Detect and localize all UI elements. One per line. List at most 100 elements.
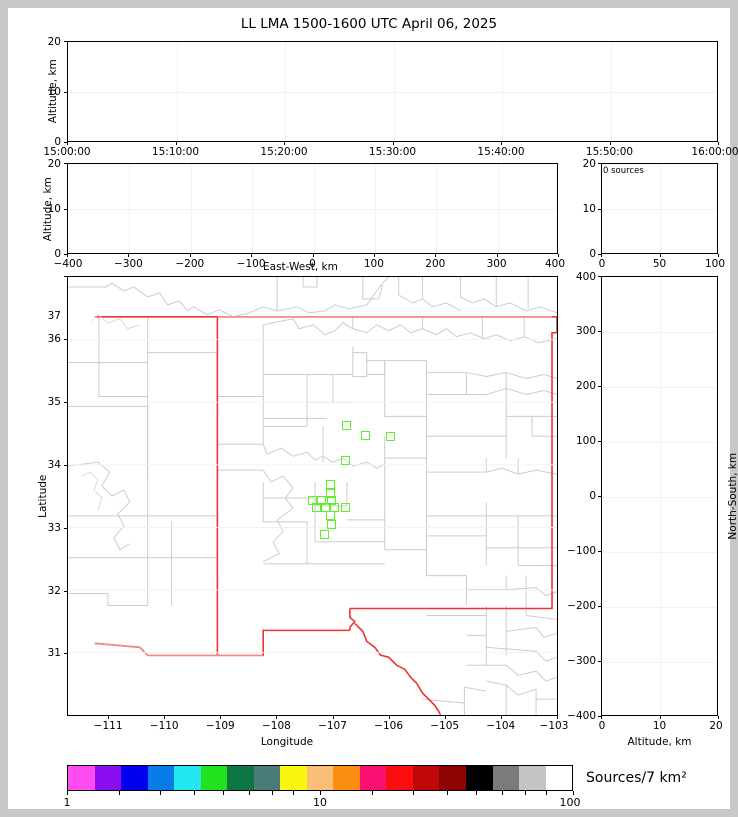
x-tick-label: −108	[261, 720, 291, 732]
axis-tick	[64, 527, 67, 529]
gridline	[602, 387, 717, 388]
axis-tick	[598, 661, 601, 662]
x-tick-label: 100	[363, 258, 384, 270]
gridline	[497, 164, 499, 253]
axis-tick	[67, 254, 68, 257]
colorbar-swatch	[253, 766, 281, 790]
axis-tick	[64, 163, 67, 164]
gridline	[129, 164, 131, 253]
x-tick-label: 20	[709, 720, 723, 732]
y-tick-label: 32	[47, 584, 61, 597]
sources-density-colorbar[interactable]	[67, 765, 573, 791]
colorbar-tick	[293, 791, 294, 795]
colorbar-tick	[160, 791, 161, 795]
y-tick-label: 0	[589, 247, 596, 260]
y-tick-label: 20	[582, 157, 596, 170]
colorbar-swatch	[200, 766, 228, 790]
axis-tick	[392, 142, 394, 145]
north-south-height-panel[interactable]	[601, 276, 718, 716]
source-density-cell	[326, 480, 335, 489]
axis-tick	[67, 142, 68, 145]
altitude-histogram-panel[interactable]: 0 sources	[601, 163, 718, 254]
axis-tick	[312, 254, 314, 257]
source-density-cell	[327, 496, 336, 505]
axis-tick	[64, 653, 67, 655]
y-tick-label: 34	[47, 458, 61, 471]
y-tick-label: −300	[567, 654, 596, 667]
colorbar-swatch	[227, 766, 254, 790]
y-tick-label: 20	[47, 157, 61, 170]
axis-tick	[598, 163, 601, 164]
gridline	[602, 442, 717, 443]
plan-view-map-panel[interactable]	[67, 276, 558, 716]
x-tick-label: −111	[93, 720, 123, 732]
colorbar-max-label: 100	[559, 796, 581, 809]
x-tick-label: 15:10:00	[151, 146, 200, 158]
y-tick-label: −200	[567, 599, 596, 612]
axis-tick	[598, 276, 601, 277]
axis-tick	[64, 41, 67, 42]
colorbar-min-label: 1	[63, 796, 71, 809]
colorbar-tick	[194, 791, 195, 795]
gridline	[502, 42, 503, 141]
axis-tick	[64, 590, 67, 592]
x-tick-label: −107	[318, 720, 347, 732]
y-tick-label: −400	[567, 709, 596, 722]
axis-tick	[175, 142, 177, 145]
y-tick-label: 300	[575, 324, 596, 337]
colorbar-tick	[272, 791, 273, 795]
gridline	[610, 42, 612, 141]
x-tick-label: 300	[486, 258, 507, 270]
x-tick-label: −200	[175, 258, 205, 270]
gridline	[252, 164, 254, 253]
x-tick-label: −105	[430, 720, 460, 732]
y-tick-label: 31	[47, 647, 61, 660]
colorbar-tick	[573, 791, 574, 795]
y-tick-label: 10	[47, 85, 61, 98]
page-title: LL LMA 1500-1600 UTC April 06, 2025	[240, 16, 498, 32]
source-density-cell	[326, 489, 335, 498]
gridline	[374, 164, 376, 253]
y-axis-label: Altitude, km	[41, 177, 54, 242]
source-density-cell	[341, 503, 350, 512]
x-tick-label: 16:00:00	[691, 146, 738, 158]
colorbar-title: Sources/7 km²	[586, 770, 687, 786]
colorbar-swatch	[492, 766, 520, 790]
y-tick-label: 35	[47, 395, 61, 408]
east-west-height-panel[interactable]	[67, 163, 558, 254]
y-tick-label: 37	[47, 309, 61, 322]
axis-tick	[251, 254, 253, 257]
x-tick-label: −109	[205, 720, 235, 732]
colorbar-swatch	[174, 766, 201, 790]
axis-tick	[598, 208, 601, 210]
y-tick-label: 0	[54, 135, 61, 148]
axis-tick	[64, 254, 67, 255]
axis-tick	[598, 606, 601, 607]
colorbar-swatch	[147, 766, 175, 790]
colorbar-swatch	[545, 766, 573, 790]
y-tick-label: 36	[47, 332, 61, 345]
colorbar-swatch	[465, 766, 493, 790]
axis-tick	[718, 716, 719, 719]
axis-tick	[64, 276, 67, 277]
source-density-cell	[327, 520, 336, 529]
y-tick-label: 20	[47, 35, 61, 48]
colorbar-tick	[372, 791, 373, 795]
colorbar-swatch	[519, 766, 546, 790]
time-height-panel[interactable]	[67, 41, 718, 142]
axis-tick	[284, 142, 285, 145]
colorbar-swatch	[412, 766, 440, 790]
x-tick-label: −300	[113, 258, 143, 270]
gridline	[602, 497, 717, 498]
colorbar-swatch	[280, 766, 307, 790]
x-tick-label: 15:40:00	[477, 146, 525, 158]
colorbar-swatch	[121, 766, 148, 790]
axis-tick	[598, 496, 601, 497]
y-tick-label: 10	[47, 202, 61, 215]
axis-tick	[435, 254, 437, 257]
source-density-cell	[342, 421, 351, 430]
y-axis-label: North-South, km	[726, 452, 738, 540]
y-axis-label: Latitude	[36, 474, 49, 518]
x-tick-label: −110	[149, 720, 179, 732]
source-count-annotation: 0 sources	[603, 166, 644, 176]
